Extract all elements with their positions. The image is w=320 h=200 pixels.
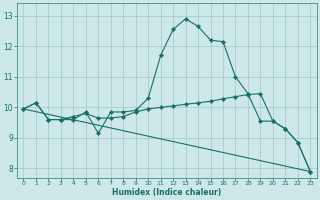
X-axis label: Humidex (Indice chaleur): Humidex (Indice chaleur) <box>112 188 221 197</box>
